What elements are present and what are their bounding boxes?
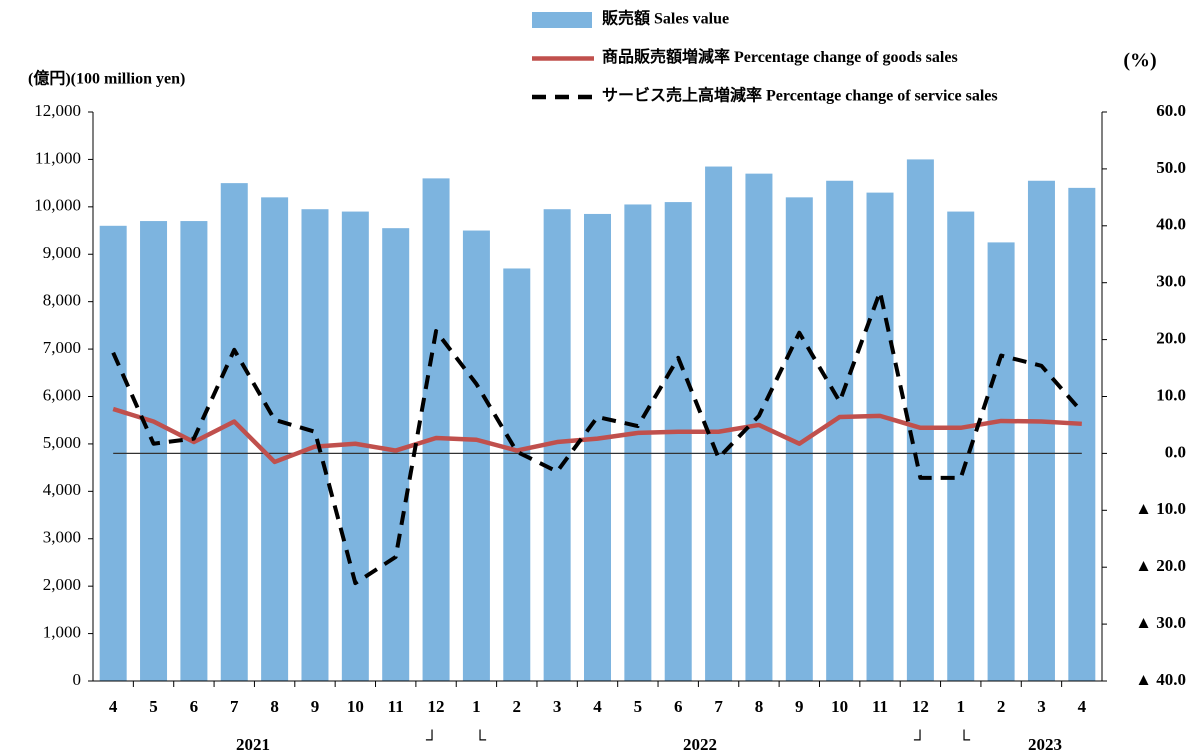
bar bbox=[382, 228, 410, 681]
year-label: 2023 bbox=[1028, 735, 1062, 754]
y-tick-label: 5,000 bbox=[43, 433, 81, 452]
y-tick-label: 10,000 bbox=[34, 196, 81, 215]
y2-tick-label: 10.0 bbox=[1156, 385, 1186, 404]
bar bbox=[261, 197, 289, 681]
year-break-mark: └ bbox=[958, 729, 971, 749]
y-tick-label: 12,000 bbox=[34, 101, 81, 120]
x-tick-label: 2 bbox=[513, 697, 522, 716]
bar bbox=[624, 204, 652, 681]
year-label: 2021 bbox=[236, 735, 270, 754]
y2-tick-label: ▲ 30.0 bbox=[1135, 613, 1186, 632]
bar bbox=[503, 268, 531, 681]
y-tick-label: 11,000 bbox=[35, 148, 81, 167]
x-tick-label: 8 bbox=[755, 697, 764, 716]
x-tick-label: 8 bbox=[270, 697, 279, 716]
year-break-mark: ┘ bbox=[426, 729, 438, 749]
bar bbox=[664, 202, 692, 681]
y2-tick-label: 60.0 bbox=[1156, 101, 1186, 120]
bar bbox=[140, 221, 168, 681]
bar bbox=[1068, 187, 1096, 681]
x-tick-label: 11 bbox=[388, 697, 404, 716]
x-tick-label: 11 bbox=[872, 697, 888, 716]
y-tick-label: 8,000 bbox=[43, 291, 81, 310]
y2-axis-label: (%) bbox=[1123, 50, 1156, 72]
x-tick-label: 1 bbox=[472, 697, 481, 716]
y2-tick-label: 40.0 bbox=[1156, 215, 1186, 234]
y-tick-label: 6,000 bbox=[43, 385, 81, 404]
x-tick-label: 6 bbox=[190, 697, 199, 716]
y-tick-label: 2,000 bbox=[43, 575, 81, 594]
bar bbox=[1027, 180, 1055, 682]
y-tick-label: 1,000 bbox=[43, 622, 81, 641]
line-series bbox=[111, 289, 1084, 586]
bar bbox=[987, 242, 1015, 682]
x-tick-label: 7 bbox=[714, 697, 723, 716]
y2-tick-label: 30.0 bbox=[1156, 272, 1186, 291]
bar bbox=[180, 221, 208, 681]
x-tick-label: 7 bbox=[230, 697, 239, 716]
x-tick-label: 10 bbox=[831, 697, 848, 716]
x-tick-label: 4 bbox=[1078, 697, 1087, 716]
legend-label: 販売額 Sales value bbox=[602, 9, 729, 28]
x-tick-label: 5 bbox=[149, 697, 158, 716]
y2-tick-label: ▲ 10.0 bbox=[1135, 499, 1186, 518]
y-axis-label: (億円)(100 million yen) bbox=[28, 69, 185, 88]
x-tick-label: 9 bbox=[795, 697, 804, 716]
y2-tick-label: 20.0 bbox=[1156, 329, 1186, 348]
y2-tick-label: 50.0 bbox=[1156, 158, 1186, 177]
bar bbox=[422, 178, 450, 681]
x-tick-label: 3 bbox=[1037, 697, 1046, 716]
legend-swatch bbox=[532, 12, 592, 28]
bar bbox=[866, 192, 894, 681]
bar bbox=[826, 180, 854, 682]
line-series bbox=[112, 406, 1082, 465]
x-tick-label: 4 bbox=[593, 697, 602, 716]
x-tick-label: 9 bbox=[311, 697, 320, 716]
x-tick-label: 6 bbox=[674, 697, 683, 716]
x-tick-label: 12 bbox=[912, 697, 929, 716]
x-tick-label: 5 bbox=[634, 697, 643, 716]
x-tick-label: 1 bbox=[956, 697, 965, 716]
year-label: 2022 bbox=[683, 735, 717, 754]
bar bbox=[462, 230, 490, 681]
x-tick-label: 12 bbox=[428, 697, 445, 716]
bar bbox=[584, 213, 611, 681]
y-tick-label: 9,000 bbox=[43, 243, 81, 262]
legend-label: サービス売上高増減率 Percentage change of service … bbox=[602, 86, 998, 105]
y-tick-label: 7,000 bbox=[43, 338, 81, 357]
x-tick-label: 10 bbox=[347, 697, 364, 716]
x-tick-label: 3 bbox=[553, 697, 562, 716]
y-tick-label: 4,000 bbox=[43, 480, 81, 499]
bar bbox=[906, 159, 934, 681]
year-break-mark: └ bbox=[474, 729, 487, 749]
legend-label: 商品販売額増減率 Percentage change of goods sale… bbox=[602, 47, 958, 66]
x-tick-label: 2 bbox=[997, 697, 1006, 716]
y-tick-label: 3,000 bbox=[43, 528, 81, 547]
y2-tick-label: 0.0 bbox=[1165, 442, 1186, 461]
bar bbox=[705, 166, 733, 681]
y2-tick-label: ▲ 20.0 bbox=[1135, 556, 1186, 575]
year-break-mark: ┘ bbox=[914, 729, 926, 749]
y-tick-label: 0 bbox=[73, 670, 82, 689]
x-tick-label: 4 bbox=[109, 697, 118, 716]
y2-tick-label: ▲ 40.0 bbox=[1135, 670, 1186, 689]
